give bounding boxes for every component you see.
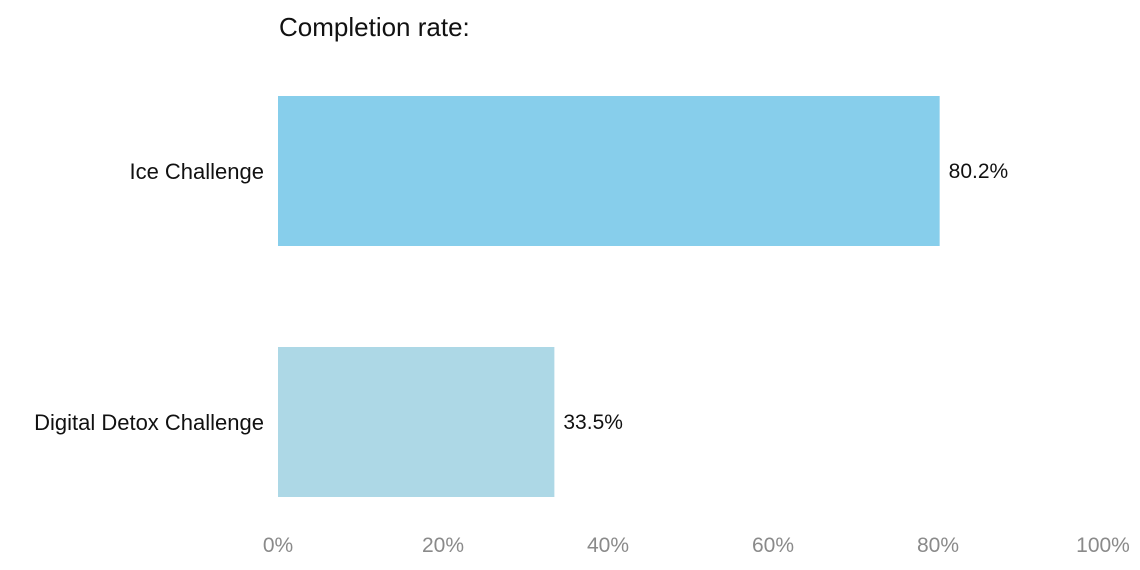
chart-title: Completion rate: — [279, 12, 470, 42]
category-label: Ice Challenge — [129, 159, 264, 184]
x-tick-label: 80% — [917, 534, 959, 557]
x-tick-label: 60% — [752, 534, 794, 557]
bar — [278, 96, 940, 246]
x-tick-label: 0% — [263, 534, 293, 557]
x-tick-label: 40% — [587, 534, 629, 557]
value-label: 33.5% — [563, 411, 623, 434]
category-label: Digital Detox Challenge — [34, 410, 264, 435]
bar — [278, 347, 555, 497]
x-tick-label: 20% — [422, 534, 464, 557]
value-label: 80.2% — [949, 160, 1009, 183]
x-tick-label: 100% — [1076, 534, 1130, 557]
